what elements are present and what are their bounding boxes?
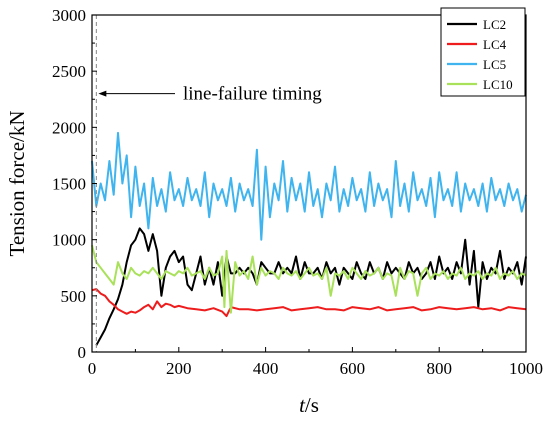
x-tick-label: 0 — [88, 359, 97, 378]
legend-box — [440, 7, 526, 97]
legend-label-lc2: LC2 — [483, 17, 506, 32]
x-axis-title-variable: t — [299, 393, 306, 417]
x-axis-title-unit: /s — [305, 393, 319, 417]
y-tick-label: 2500 — [52, 62, 86, 81]
y-axis-title: Tension force/kN — [5, 110, 29, 256]
legend-label-lc5: LC5 — [483, 57, 506, 72]
axes-layer: line-failure timing 0 200 400 600 800 1000 0 500… — [5, 6, 543, 417]
series-line-lc2 — [95, 227, 527, 346]
x-tick-label: 600 — [340, 359, 366, 378]
annotation-text: line-failure timing — [183, 84, 322, 105]
x-axis-title: t/s — [299, 393, 319, 417]
legend-label-lc4: LC4 — [483, 37, 507, 52]
series-line-lc4 — [91, 288, 527, 318]
series-line-lc5 — [91, 131, 527, 241]
x-tick-label: 1000 — [509, 359, 543, 378]
x-tick-label: 400 — [253, 359, 279, 378]
y-tick-label: 3000 — [52, 6, 86, 25]
plot-layer — [91, 131, 527, 346]
legend: LC2 LC4 LC5 LC10 — [440, 7, 526, 97]
y-tick-label: 0 — [78, 343, 87, 362]
y-tick-label: 1500 — [52, 175, 86, 194]
x-tick-label: 800 — [426, 359, 452, 378]
y-tick-label: 1000 — [52, 231, 86, 250]
annotation-arrow-head — [98, 90, 107, 97]
legend-label-lc10: LC10 — [483, 77, 513, 92]
y-tick-label: 2000 — [52, 118, 86, 137]
y-tick-label: 500 — [61, 287, 87, 306]
x-tick-label: 200 — [166, 359, 192, 378]
series-line-lc10 — [91, 245, 527, 314]
